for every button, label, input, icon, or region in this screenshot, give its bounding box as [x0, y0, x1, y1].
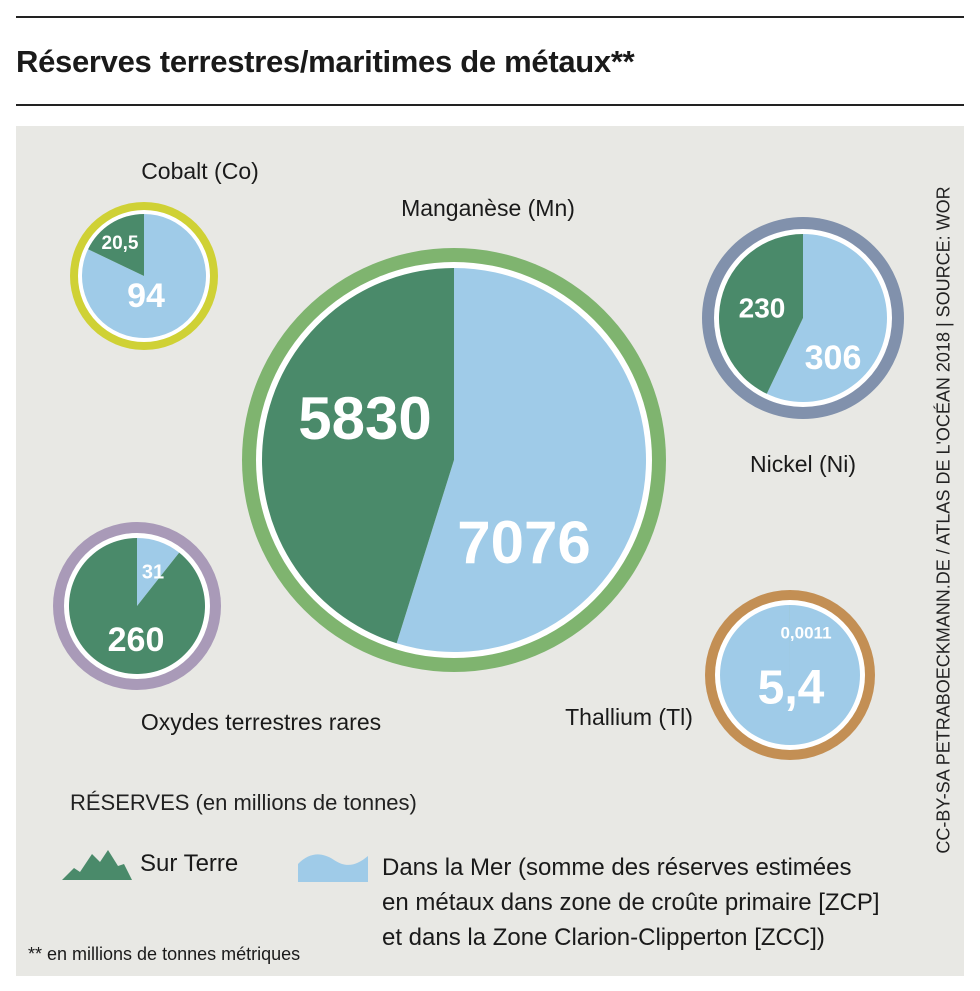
- footnote: ** en millions de tonnes métriques: [28, 944, 301, 964]
- data-label-land: 5830: [298, 385, 431, 452]
- credit-text: CC-BY-SA PETRABOECKMANN.DE / ATLAS DE L'…: [933, 186, 954, 854]
- data-label-land: 0,0011: [780, 623, 831, 642]
- pie-slice-sea: [137, 538, 180, 606]
- pie-slice-land: [69, 538, 205, 674]
- legend-sea-line: Dans la Mer (somme des réserves estimées: [382, 854, 852, 881]
- data-label-sea: 306: [805, 339, 862, 377]
- pie-name-label: Oxydes terrestres rares: [141, 709, 381, 735]
- data-label-land: 260: [108, 621, 165, 659]
- legend-sea-line: et dans la Zone Clarion-Clipperton [ZCC]…: [382, 924, 825, 951]
- data-label-land: 20,5: [102, 233, 139, 254]
- title-rule: [16, 104, 964, 106]
- pie-name-label: Manganèse (Mn): [401, 195, 575, 221]
- mountain-icon: [62, 850, 132, 880]
- chart-title: Réserves terrestres/maritimes de métaux*…: [16, 44, 635, 79]
- legend-sea-text: Dans la Mer (somme des réserves estimées…: [382, 850, 942, 955]
- top-rule: [16, 16, 964, 18]
- pie-slice-sea: [766, 234, 887, 402]
- data-label-land: 230: [739, 292, 786, 323]
- data-label-sea: 5,4: [758, 662, 825, 715]
- legend-land-label: Sur Terre: [140, 850, 239, 877]
- pie-slice-land: [261, 268, 454, 644]
- pie-name-label: Thallium (Tl): [565, 704, 693, 730]
- wave-icon: [298, 854, 368, 882]
- pie-name-label: Cobalt (Co): [141, 158, 259, 184]
- pie-slice-sea: [720, 605, 861, 746]
- data-label-sea: 94: [127, 277, 165, 315]
- pie-slice-land: [719, 234, 803, 394]
- pie-slice-land: [88, 214, 144, 276]
- legend-title: RÉSERVES (en millions de tonnes): [70, 790, 417, 815]
- data-label-sea: 7076: [457, 509, 590, 576]
- pie-name-label: Nickel (Ni): [750, 451, 856, 477]
- legend-sea-line: en métaux dans zone de croûte primaire […: [382, 889, 880, 916]
- pie-slice-sea: [396, 268, 646, 652]
- data-label-sea: 31: [142, 561, 164, 583]
